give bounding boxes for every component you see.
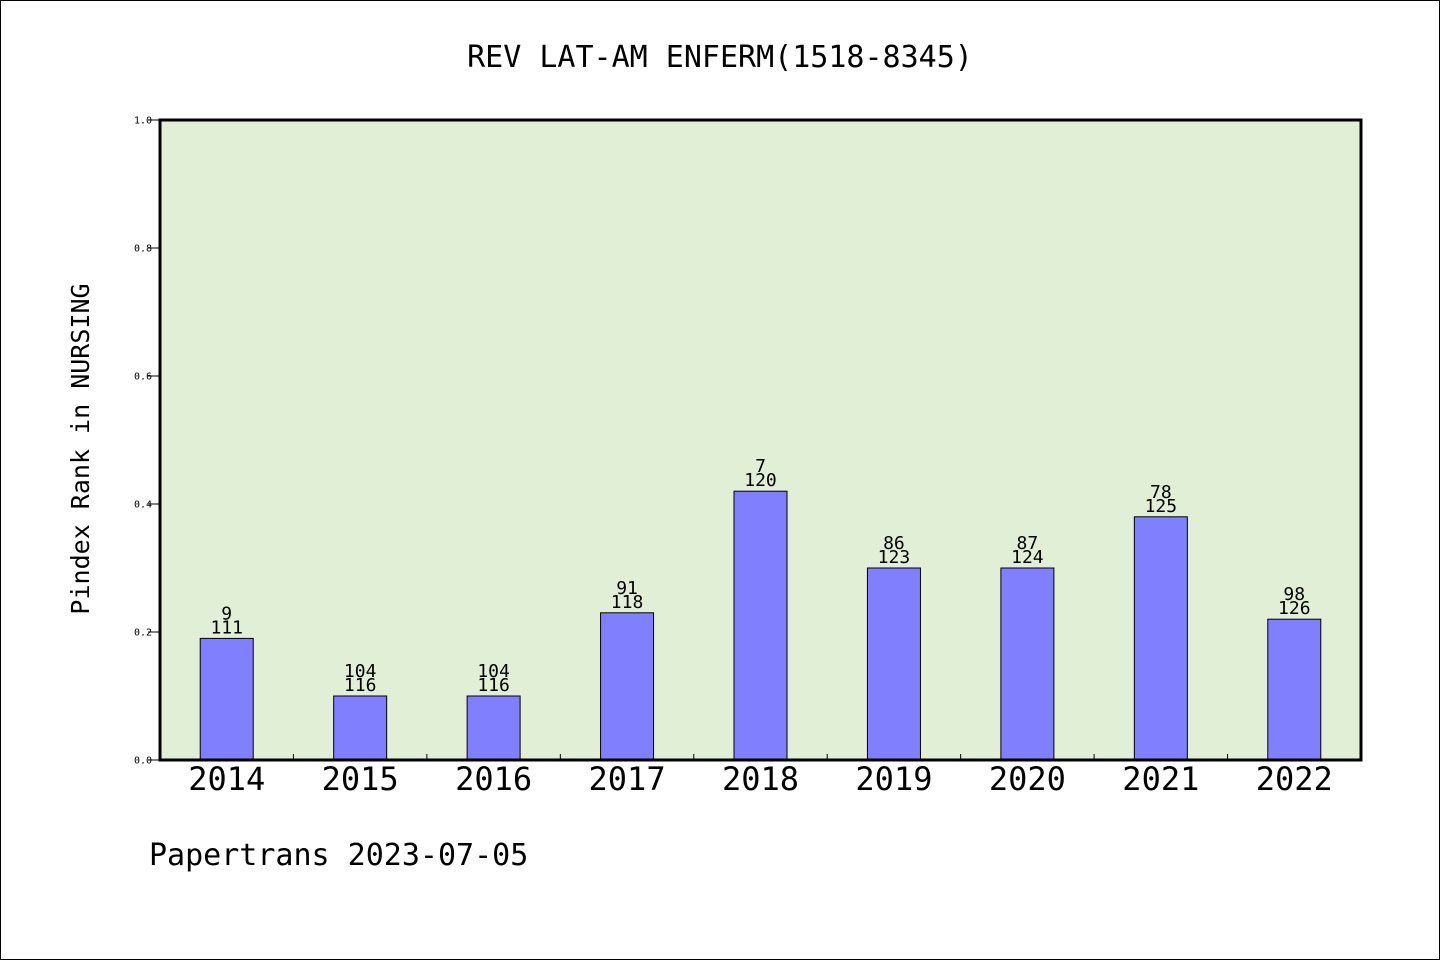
bar xyxy=(600,612,655,761)
bar-total-label: 123 xyxy=(878,547,911,568)
bar-rank-label: 104 xyxy=(477,661,510,682)
bar-rank-label: 7 xyxy=(755,456,766,477)
y-tick-label: 0.4 xyxy=(134,500,152,511)
bar-rank-label: 9 xyxy=(221,603,232,624)
bar-total-label: 120 xyxy=(744,470,777,491)
plot-border xyxy=(158,118,1363,762)
bar xyxy=(333,695,388,761)
x-tick-label: 2019 xyxy=(855,760,932,798)
bar-total-label: 124 xyxy=(1011,547,1044,568)
x-tick-label: 2020 xyxy=(989,760,1066,798)
bar-total-label: 126 xyxy=(1278,598,1311,619)
x-tick-label: 2017 xyxy=(589,760,666,798)
bar-rank-label: 104 xyxy=(344,661,377,682)
bar xyxy=(1267,618,1322,761)
x-tick-label: 2021 xyxy=(1122,760,1199,798)
bar-total-label: 125 xyxy=(1145,496,1178,517)
bar-rank-label: 78 xyxy=(1150,482,1172,503)
bar-rank-label: 91 xyxy=(616,578,638,599)
x-tick-label: 2015 xyxy=(322,760,399,798)
bar-series xyxy=(199,490,1322,761)
bar-rank-label: 98 xyxy=(1283,584,1305,605)
bar-total-label: 118 xyxy=(611,592,644,613)
y-tick-label: 1.0 xyxy=(134,116,152,127)
bar-rank-label: 86 xyxy=(883,533,905,554)
y-axis-label: Pindex Rank in NURSING xyxy=(66,283,95,614)
x-tick-label: 2014 xyxy=(188,760,265,798)
bar-total-label: 111 xyxy=(210,617,243,638)
y-tick-label: 0.6 xyxy=(134,372,152,383)
chart-title: REV LAT-AM ENFERM(1518-8345) xyxy=(467,40,973,75)
bar xyxy=(1000,567,1055,761)
y-tick-label: 0.8 xyxy=(134,244,152,255)
bar xyxy=(199,637,254,761)
y-tick-label: 0.2 xyxy=(134,628,152,639)
bar-total-label: 116 xyxy=(477,675,510,696)
bar xyxy=(733,490,788,761)
x-axis: 2014 2015 2016 2017 2018 2019 2020 2021 2022 xyxy=(188,754,1333,798)
footer-credit: Papertrans 2023-07-05 xyxy=(149,838,528,873)
bar-labels: 1119116104116104118911207123861248712578… xyxy=(210,456,1310,696)
bar xyxy=(1133,516,1188,761)
x-tick-label: 2022 xyxy=(1256,760,1333,798)
bar-total-label: 116 xyxy=(344,675,377,696)
bar xyxy=(866,567,921,761)
x-tick-label: 2018 xyxy=(722,760,799,798)
y-tick-label: 0.0 xyxy=(134,756,152,767)
bar xyxy=(466,695,521,761)
bar-rank-label: 87 xyxy=(1017,533,1039,554)
y-axis: 0.0 0.2 0.4 0.6 0.8 1.0 xyxy=(134,116,160,767)
x-tick-label: 2016 xyxy=(455,760,532,798)
